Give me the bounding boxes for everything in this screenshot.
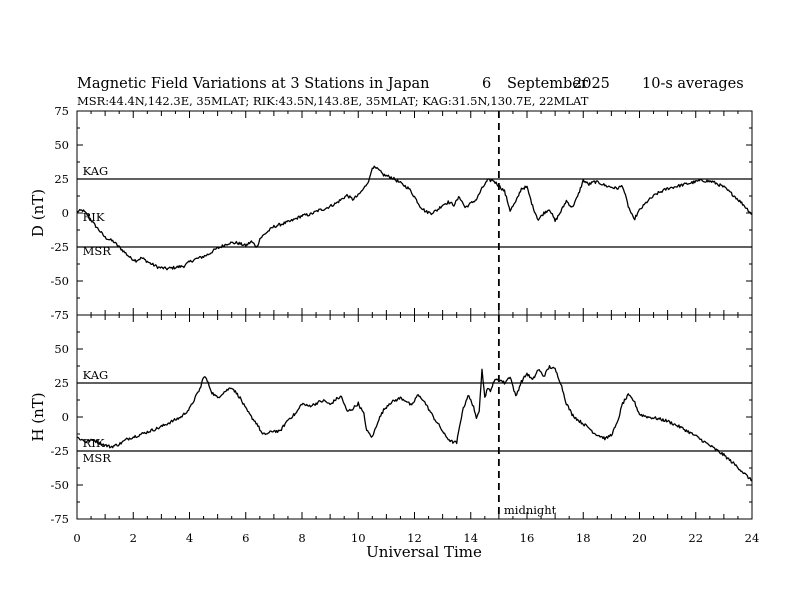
chart-title: Magnetic Field Variations at 3 Stations … <box>77 76 430 92</box>
h-ytick-label: 25 <box>54 376 69 390</box>
d-ytick-label: 0 <box>62 206 69 220</box>
h-ytick-label: -75 <box>50 512 69 526</box>
h-ytick-label: -50 <box>50 478 69 492</box>
xtick-label: 8 <box>298 531 305 545</box>
x-axis-label: Universal Time <box>366 543 482 561</box>
chart-day: 6 <box>482 76 491 92</box>
d-ytick-label: -25 <box>50 240 69 254</box>
d-station-label-kag: KAG <box>83 164 109 178</box>
d-station-label-rik: RIK <box>83 210 105 224</box>
chart-averaging: 10-s averages <box>642 76 744 92</box>
xtick-label: 10 <box>351 531 366 545</box>
xtick-label: 16 <box>520 531 535 545</box>
h-series-line <box>76 365 753 482</box>
xtick-label: 20 <box>632 531 647 545</box>
d-series-line <box>76 165 753 271</box>
text-labels: 7550250-25-50-75KAGRIKMSR50250-25-50-75K… <box>50 104 759 545</box>
d-ytick-label: -50 <box>50 274 69 288</box>
d-ytick-label: 25 <box>54 172 69 186</box>
xtick-label: 14 <box>463 531 478 545</box>
d-ytick-label: 75 <box>54 104 69 118</box>
station-info-line: MSR:44.4N,142.3E, 35MLAT; RIK:43.5N,143.… <box>77 94 589 108</box>
reference-lines <box>77 111 752 519</box>
h-station-label-msr: MSR <box>83 451 112 465</box>
xtick-label: 18 <box>576 531 591 545</box>
xtick-label: 2 <box>130 531 137 545</box>
d-panel-frame <box>76 110 753 316</box>
xtick-label: 0 <box>73 531 80 545</box>
xtick-label: 6 <box>242 531 249 545</box>
h-ytick-label: -25 <box>50 444 69 458</box>
d-ytick-label: -75 <box>50 308 69 322</box>
xtick-label: 24 <box>745 531 760 545</box>
xtick-label: 22 <box>688 531 703 545</box>
chart-month: September <box>507 76 588 92</box>
h-station-label-kag: KAG <box>83 368 109 382</box>
data-traces <box>76 165 753 482</box>
xtick-label: 4 <box>186 531 193 545</box>
midnight-label: midnight <box>504 503 557 517</box>
axis-ticks <box>76 110 753 520</box>
d-y-axis-label: D (nT) <box>29 189 47 237</box>
chart-year: 2025 <box>573 76 610 92</box>
h-ytick-label: 0 <box>62 410 69 424</box>
h-station-label-rik: RIK <box>83 436 105 450</box>
d-station-label-msr: MSR <box>83 244 112 258</box>
d-ytick-label: 50 <box>54 138 69 152</box>
xtick-label: 12 <box>407 531 422 545</box>
h-y-axis-label: H (nT) <box>29 392 47 441</box>
h-ytick-label: 50 <box>54 342 69 356</box>
